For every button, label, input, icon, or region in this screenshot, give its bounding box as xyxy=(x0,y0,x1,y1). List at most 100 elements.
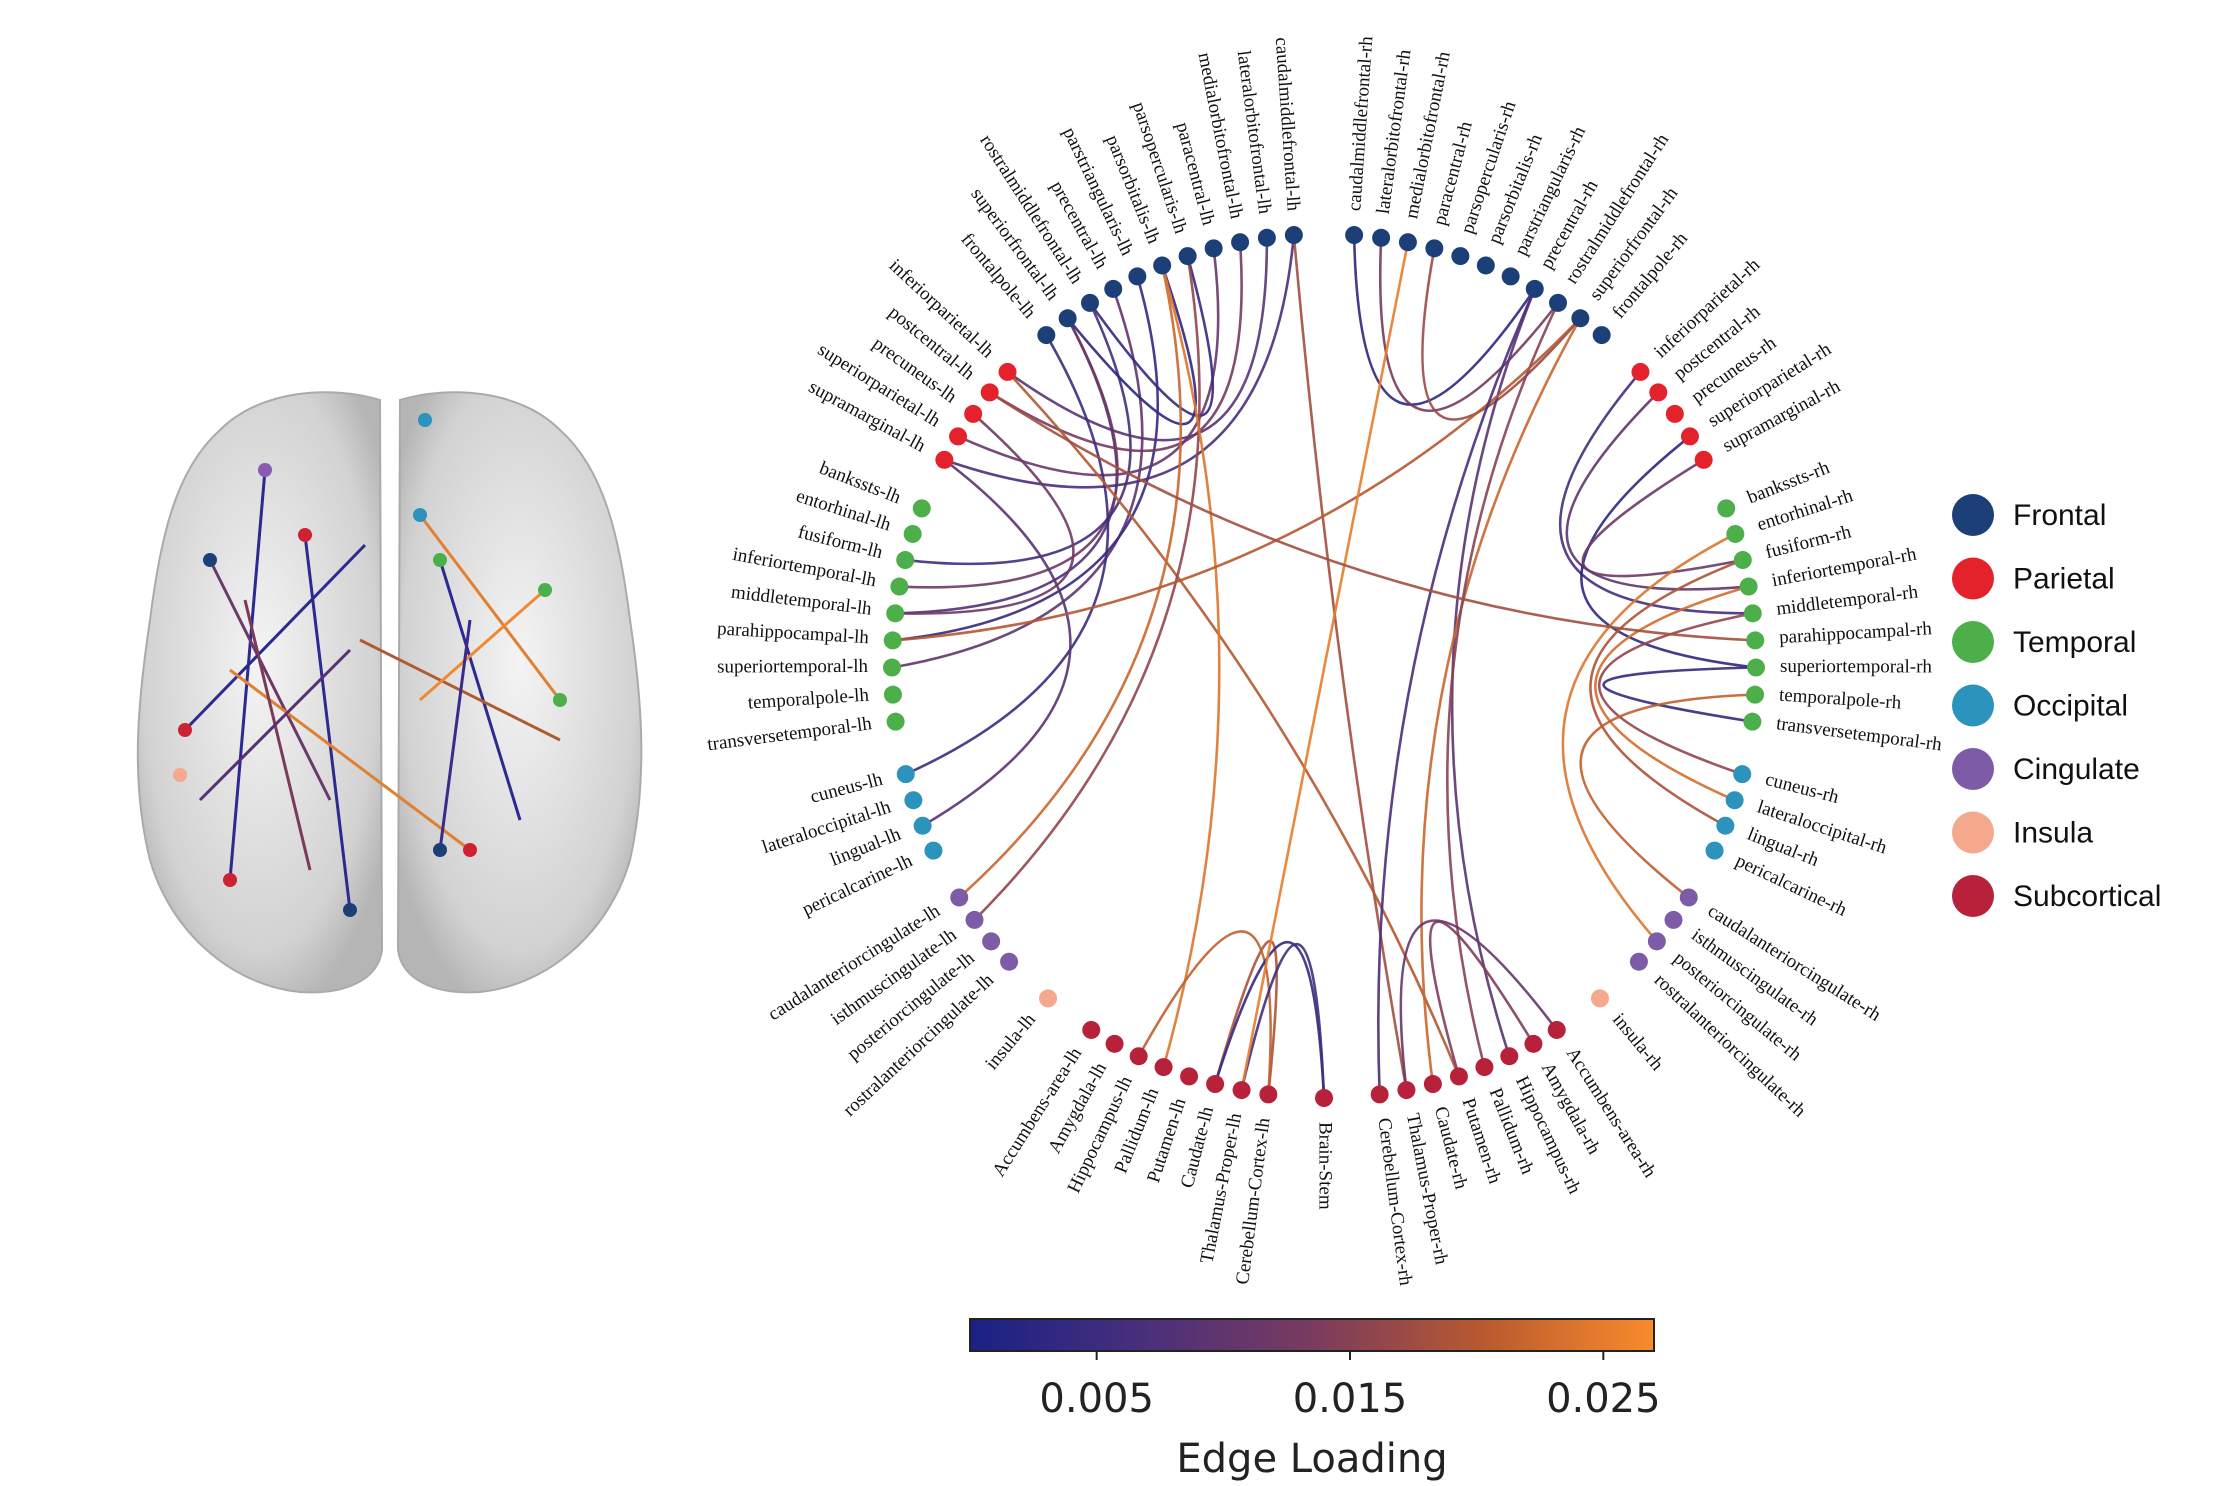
edge xyxy=(1589,558,1744,827)
node xyxy=(1425,239,1444,258)
edge xyxy=(892,276,1159,642)
node xyxy=(1649,383,1668,402)
node xyxy=(1733,551,1752,570)
legend-marker xyxy=(1952,684,1994,727)
edge xyxy=(1579,693,1756,899)
legend: Frontal Parietal Temporal Occipital Cingulat… xyxy=(1952,494,2161,917)
node xyxy=(1743,712,1762,731)
edge xyxy=(1213,940,1326,1099)
node xyxy=(1451,247,1470,266)
node xyxy=(1716,816,1735,835)
edge xyxy=(988,391,1756,642)
node xyxy=(1398,233,1417,252)
node xyxy=(1129,1047,1148,1066)
node xyxy=(1039,989,1058,1008)
node xyxy=(1128,267,1147,286)
node xyxy=(964,404,983,423)
node xyxy=(1524,1034,1543,1053)
node xyxy=(1717,499,1736,518)
node-label: insula-rh xyxy=(1608,1009,1668,1075)
legend-marker xyxy=(1952,557,1994,600)
edge xyxy=(1006,371,1461,1077)
edge xyxy=(1580,435,1757,669)
edge xyxy=(921,458,1072,827)
legend-marker xyxy=(1952,748,1994,790)
node xyxy=(904,791,923,810)
node xyxy=(1679,888,1698,907)
node xyxy=(913,816,932,835)
node xyxy=(1590,989,1609,1008)
edge xyxy=(1558,371,1753,615)
brain-edges xyxy=(183,469,562,911)
edge xyxy=(943,234,1296,489)
node-label: middletemporal-lh xyxy=(730,582,873,620)
colorbar-tick-label: 0.005 xyxy=(1039,1376,1154,1422)
node xyxy=(896,765,915,784)
node xyxy=(1680,427,1699,446)
node xyxy=(1694,450,1713,469)
edge xyxy=(957,248,1220,477)
node xyxy=(1284,226,1303,245)
legend-marker xyxy=(1952,621,1994,663)
node-label: superiortemporal-rh xyxy=(1780,656,1933,678)
node xyxy=(1372,228,1391,247)
brain-render xyxy=(136,391,643,994)
node xyxy=(1571,309,1590,328)
node xyxy=(1178,247,1197,266)
node xyxy=(1345,226,1364,245)
node xyxy=(1592,326,1611,345)
legend-label: Cingulate xyxy=(2013,753,2140,786)
colorbar: Edge Loading 0.005 0.015 0.025 xyxy=(969,1318,1661,1482)
edge xyxy=(1066,265,1197,426)
node xyxy=(1449,1067,1468,1086)
node-label: parahippocampal-lh xyxy=(717,618,870,648)
node xyxy=(1315,1089,1333,1107)
node-label: caudalmiddlefrontal-rh xyxy=(1344,35,1377,212)
edge xyxy=(1420,317,1582,1085)
legend-label: Insula xyxy=(2013,816,2093,849)
edge xyxy=(1292,234,1408,1091)
node xyxy=(1257,228,1276,247)
node xyxy=(1746,658,1765,677)
edge xyxy=(1377,288,1536,1095)
node xyxy=(1037,326,1056,345)
edge xyxy=(905,334,1110,776)
node xyxy=(886,604,905,623)
node xyxy=(883,631,902,650)
node xyxy=(1058,309,1077,328)
edge xyxy=(958,265,1183,899)
legend-label: Frontal xyxy=(2013,499,2106,532)
node xyxy=(1370,1085,1389,1104)
node xyxy=(1153,256,1172,275)
node xyxy=(886,712,905,731)
node xyxy=(1476,256,1495,275)
colorbar-tick-label: 0.025 xyxy=(1546,1376,1661,1422)
colorbar-label: Edge Loading xyxy=(1176,1436,1447,1482)
right-hemisphere xyxy=(396,391,643,994)
node xyxy=(1259,1085,1278,1104)
node xyxy=(924,841,943,860)
node xyxy=(1080,293,1099,312)
colorbar-gradient xyxy=(969,1318,1655,1352)
edge xyxy=(1137,930,1272,1095)
node-label: temporalpole-lh xyxy=(747,685,870,714)
edge xyxy=(892,317,1582,642)
edge xyxy=(895,317,1119,615)
node xyxy=(1549,293,1568,312)
node xyxy=(1746,685,1765,704)
node xyxy=(982,932,1001,951)
node xyxy=(998,362,1017,381)
legend-label: Occipital xyxy=(2013,689,2128,722)
node xyxy=(1739,577,1758,596)
edge xyxy=(1240,943,1326,1099)
edges xyxy=(891,234,1757,1099)
node xyxy=(1082,1020,1101,1039)
legend-label: Subcortical xyxy=(2013,880,2161,913)
node xyxy=(1423,1075,1442,1094)
colorbar-tick-label: 0.015 xyxy=(1293,1376,1408,1422)
node xyxy=(1743,604,1762,623)
node xyxy=(1647,932,1666,951)
node xyxy=(1746,631,1765,650)
